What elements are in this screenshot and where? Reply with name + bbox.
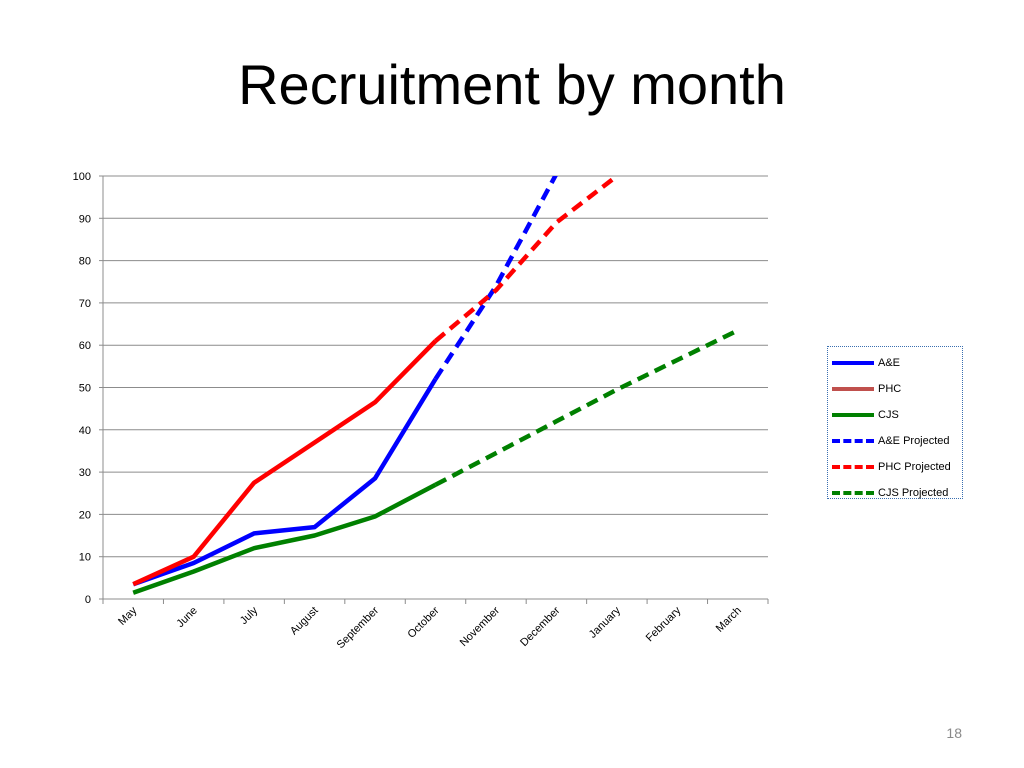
legend-swatch — [832, 439, 874, 443]
legend-item: PHC — [828, 376, 962, 402]
x-tick-label: July — [238, 604, 261, 627]
x-tick-label: June — [174, 605, 199, 630]
legend-item: CJS Projected — [828, 480, 962, 506]
y-tick-label: 60 — [79, 340, 91, 352]
legend-item: CJS — [828, 402, 962, 428]
slide-title: Recruitment by month — [238, 53, 786, 116]
y-tick-label: 70 — [79, 298, 91, 310]
legend-label: PHC — [878, 383, 902, 395]
legend-item: A&E — [828, 350, 962, 376]
x-tick-label: March — [714, 605, 744, 635]
legend-swatch — [832, 491, 874, 495]
y-tick-label: 30 — [79, 467, 91, 479]
x-tick-label: November — [458, 604, 503, 649]
legend-item: PHC Projected — [828, 454, 962, 480]
y-tick-label: 100 — [73, 171, 91, 183]
legend-swatch — [832, 465, 874, 469]
x-tick-label: August — [288, 605, 321, 638]
legend-swatch — [832, 361, 874, 365]
y-tick-label: 50 — [79, 383, 91, 395]
legend-item: A&E Projected — [828, 428, 962, 454]
page-number: 18 — [946, 725, 962, 741]
legend-label: PHC Projected — [878, 461, 951, 473]
y-tick-label: 80 — [79, 256, 91, 268]
legend-label: A&E — [878, 357, 901, 369]
chart-legend: A&E PHC CJS A&E Projected PHC Projected CJS P… — [827, 346, 963, 499]
y-tick-label: 0 — [85, 594, 91, 606]
x-tick-label: December — [518, 604, 563, 649]
y-tick-label: 10 — [79, 552, 91, 564]
legend-label: CJS Projected — [878, 487, 949, 499]
y-tick-label: 20 — [79, 509, 91, 521]
series-line-aande-projected — [433, 176, 558, 381]
legend-label: CJS — [878, 409, 899, 421]
x-tick-label: February — [644, 604, 684, 644]
series-line-phc-projected — [434, 176, 619, 343]
x-tick-label: January — [587, 604, 624, 641]
series-line-cjs-projected — [434, 328, 739, 487]
x-tick-label: October — [405, 604, 441, 640]
legend-label: A&E Projected — [878, 435, 950, 447]
x-tick-label: September — [335, 604, 382, 651]
y-tick-label: 40 — [79, 425, 91, 437]
y-tick-label: 90 — [79, 213, 91, 225]
series-line-aande — [132, 377, 438, 587]
legend-swatch — [832, 413, 874, 417]
x-tick-label: May — [116, 604, 140, 628]
legend-swatch — [832, 387, 874, 391]
series-line-cjs — [132, 482, 437, 595]
series-line-phc — [132, 339, 438, 587]
